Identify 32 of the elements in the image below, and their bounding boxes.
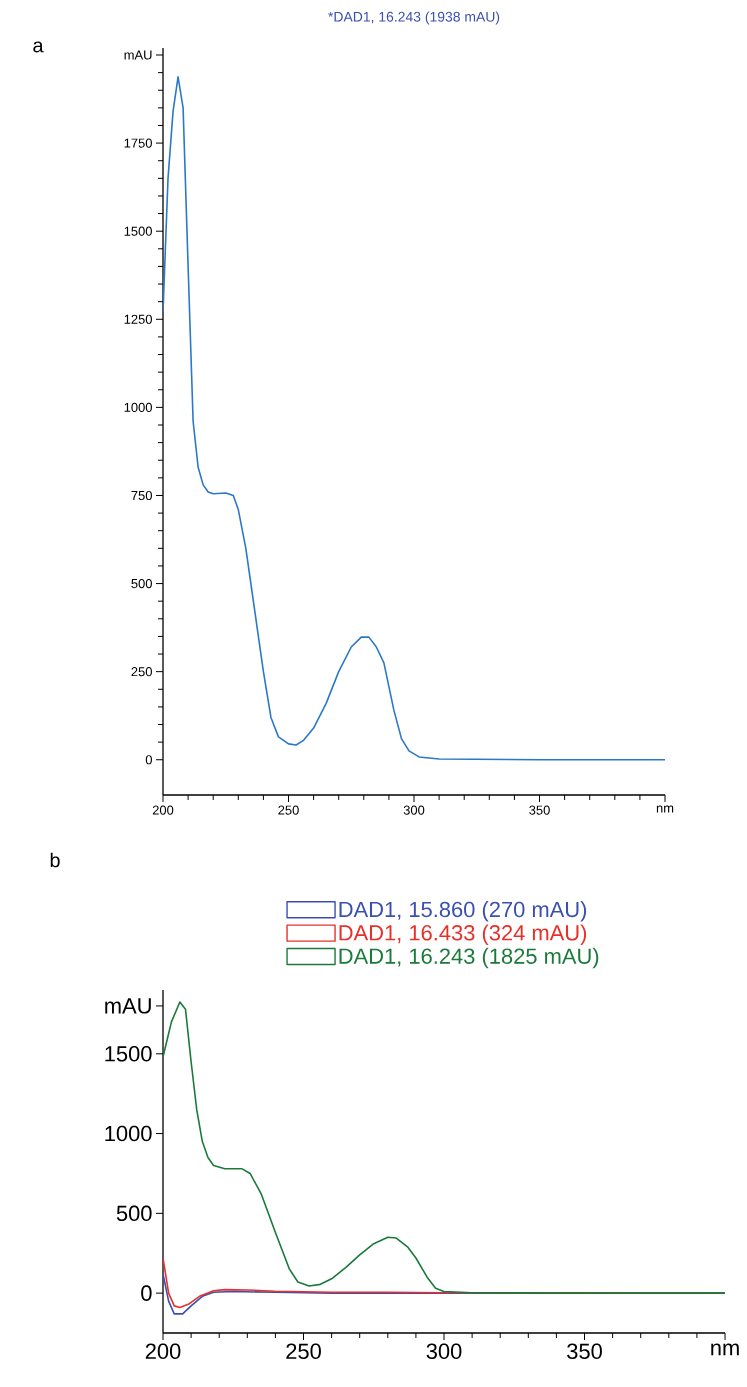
chart-title: *DAD1, 16.243 (1938 mAU) xyxy=(328,11,500,25)
y-tick-label: 1750 xyxy=(124,138,152,148)
y-tick-label: 500 xyxy=(131,578,152,589)
legend-label: DAD1, 16.433 (324 mAU) xyxy=(339,924,587,945)
y-tick-label: 1500 xyxy=(105,1046,152,1062)
y-tick-label: 500 xyxy=(116,1205,152,1222)
y-tick-label: 0 xyxy=(141,1285,152,1301)
y-tick-label: mAU xyxy=(124,50,152,60)
y-tick-label: mAU xyxy=(105,998,151,1014)
x-tick-label: 350 xyxy=(567,1343,602,1360)
y-tick-label: 1000 xyxy=(124,402,152,412)
y-tick-label: 1000 xyxy=(105,1125,152,1142)
legend-label: DAD1, 15.860 (270 mAU) xyxy=(339,901,587,922)
x-tick-label: 350 xyxy=(529,805,550,815)
x-tick-label: 250 xyxy=(286,1343,321,1360)
x-tick-label: 250 xyxy=(278,805,299,815)
x-tick-label: nm xyxy=(711,1343,739,1356)
legend-label: DAD1, 16.243 (1825 mAU) xyxy=(339,947,599,969)
x-tick-label: 200 xyxy=(152,805,174,815)
x-tick-label: nm xyxy=(656,805,674,813)
x-tick-label: 300 xyxy=(426,1343,462,1360)
y-tick-label: 750 xyxy=(131,490,152,501)
x-tick-label: 200 xyxy=(145,1343,181,1360)
x-tick-label: 300 xyxy=(403,805,425,815)
y-tick-label: 1500 xyxy=(124,226,152,236)
text: b xyxy=(50,852,60,868)
line-series xyxy=(163,1001,726,1294)
text: a xyxy=(33,41,44,53)
y-tick-label: 1250 xyxy=(124,314,152,324)
y-tick-label: 250 xyxy=(131,667,152,677)
y-tick-label: 0 xyxy=(145,755,152,765)
line-series xyxy=(163,76,666,761)
